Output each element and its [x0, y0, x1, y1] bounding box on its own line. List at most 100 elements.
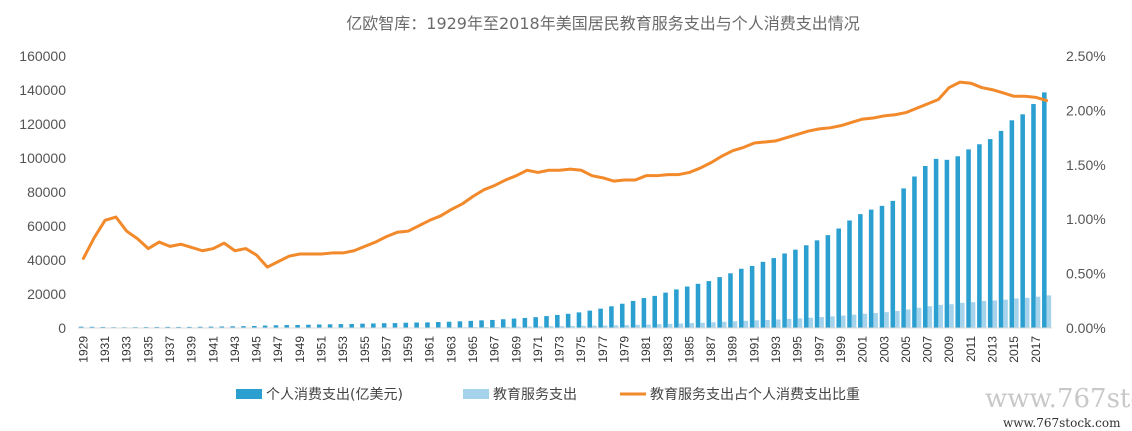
consumption-bars — [78, 92, 1047, 328]
education-bar — [797, 318, 803, 328]
consumption-bar — [717, 277, 722, 328]
watermark-small: www.767stock.com — [1003, 416, 1121, 430]
education-bar — [786, 318, 792, 328]
education-bar — [743, 320, 749, 328]
x-axis-tick-label: 2007 — [921, 336, 935, 363]
x-axis-tick-label: 1947 — [271, 336, 285, 363]
consumption-bar — [381, 323, 387, 328]
consumption-bar — [803, 245, 809, 328]
education-bar — [895, 311, 900, 328]
consumption-bar — [760, 261, 766, 328]
education-bar — [678, 323, 684, 328]
left-axis-tick-label: 20000 — [27, 286, 66, 302]
left-axis-tick-label: 160000 — [19, 48, 66, 64]
x-axis-tick-label: 1937 — [163, 336, 177, 363]
education-bar — [808, 317, 814, 328]
legend: 个人消费支出(亿美元) 教育服务支出 教育服务支出占个人消费支出比重 — [236, 387, 860, 403]
x-axis-tick-label: 2005 — [899, 336, 913, 363]
left-axis-tick-label: 40000 — [27, 252, 66, 268]
education-bar — [1024, 297, 1030, 328]
x-axis-tick-label: 1971 — [531, 336, 545, 363]
education-bar — [927, 306, 933, 328]
x-axis-tick-label: 1959 — [401, 336, 415, 363]
x-axis-tick-label: 1943 — [228, 336, 242, 363]
ratio-line — [81, 80, 1049, 269]
consumption-bar — [544, 316, 549, 328]
education-bar — [862, 313, 868, 328]
consumption-bar — [360, 323, 365, 328]
right-axis: 0.00% 0.50% 1.00% 1.50% 2.00% 2.50% — [1066, 48, 1106, 336]
watermark-large: www.767stoc — [985, 384, 1132, 414]
education-bar — [851, 314, 857, 328]
legend-swatch-education — [463, 389, 489, 399]
consumption-bar — [641, 298, 647, 328]
education-bar — [938, 304, 943, 328]
x-axis-tick-label: 1967 — [488, 336, 502, 363]
education-bar — [505, 326, 511, 328]
x-axis: 1929 1931 1933 1935 1937 1939 1941 1943 1945 1947… — [76, 336, 1042, 363]
consumption-bar — [511, 318, 517, 328]
consumption-bar — [695, 283, 701, 328]
consumption-bar — [955, 156, 961, 328]
x-axis-tick-label: 1951 — [315, 336, 329, 363]
consumption-bar — [446, 321, 452, 328]
consumption-bar — [987, 139, 993, 328]
legend-label-ratio: 教育服务支出占个人消费支出比重 — [650, 387, 860, 403]
consumption-bar — [912, 176, 917, 328]
consumption-bar — [425, 322, 430, 328]
education-bar — [646, 324, 651, 328]
x-axis-tick-label: 1993 — [769, 336, 783, 363]
left-axis-tick-label: 80000 — [27, 184, 66, 200]
consumption-bar — [652, 295, 657, 328]
consumption-bar — [771, 258, 777, 328]
legend-label-education: 教育服务支出 — [493, 387, 577, 403]
consumption-bar — [847, 220, 852, 328]
consumption-bar — [1009, 120, 1015, 328]
x-axis-tick-label: 1999 — [834, 336, 848, 363]
consumption-bar — [739, 268, 744, 328]
consumption-bar — [457, 321, 463, 328]
x-axis-tick-label: 2001 — [856, 336, 870, 363]
consumption-bar — [933, 158, 939, 328]
consumption-bar — [1031, 104, 1036, 328]
consumption-bar — [436, 322, 441, 328]
consumption-bar — [414, 322, 419, 328]
consumption-bar — [479, 320, 484, 328]
consumption-bar — [197, 326, 203, 328]
consumption-bar — [241, 326, 246, 328]
education-bar — [711, 322, 716, 328]
x-axis-tick-label: 2015 — [1007, 336, 1021, 363]
education-bar — [765, 319, 770, 328]
x-axis-tick-label: 1979 — [618, 336, 632, 363]
consumption-bar — [619, 303, 625, 328]
education-bar — [581, 325, 586, 328]
consumption-bar — [392, 323, 398, 328]
education-bar — [656, 324, 662, 328]
x-axis-tick-label: 1945 — [250, 336, 264, 363]
education-bar — [960, 302, 965, 328]
education-bar — [732, 321, 738, 328]
consumption-bar — [338, 324, 344, 328]
consumption-bar — [555, 314, 560, 328]
education-bar — [776, 319, 781, 328]
education-bar — [970, 302, 976, 328]
x-axis-tick-label: 1983 — [661, 336, 675, 363]
right-axis-tick-label: 1.00% — [1066, 211, 1106, 227]
education-bar — [667, 323, 673, 328]
education-bars — [83, 295, 1052, 328]
x-axis-tick-label: 1929 — [76, 336, 90, 363]
x-axis-tick-label: 1989 — [726, 336, 740, 363]
education-bar — [830, 316, 835, 328]
education-bar — [624, 325, 630, 328]
education-bar — [905, 309, 911, 328]
consumption-bar — [858, 214, 863, 328]
consumption-bar — [316, 324, 322, 328]
left-axis-tick-label: 0 — [58, 320, 66, 336]
x-axis-tick-label: 2011 — [964, 336, 978, 362]
legend-label-consumption: 个人消费支出(亿美元) — [266, 387, 403, 403]
education-bar — [592, 325, 597, 328]
consumption-bar — [793, 249, 798, 328]
consumption-bar — [165, 326, 170, 328]
consumption-bar — [219, 326, 225, 328]
x-axis-tick-label: 1973 — [553, 336, 567, 363]
